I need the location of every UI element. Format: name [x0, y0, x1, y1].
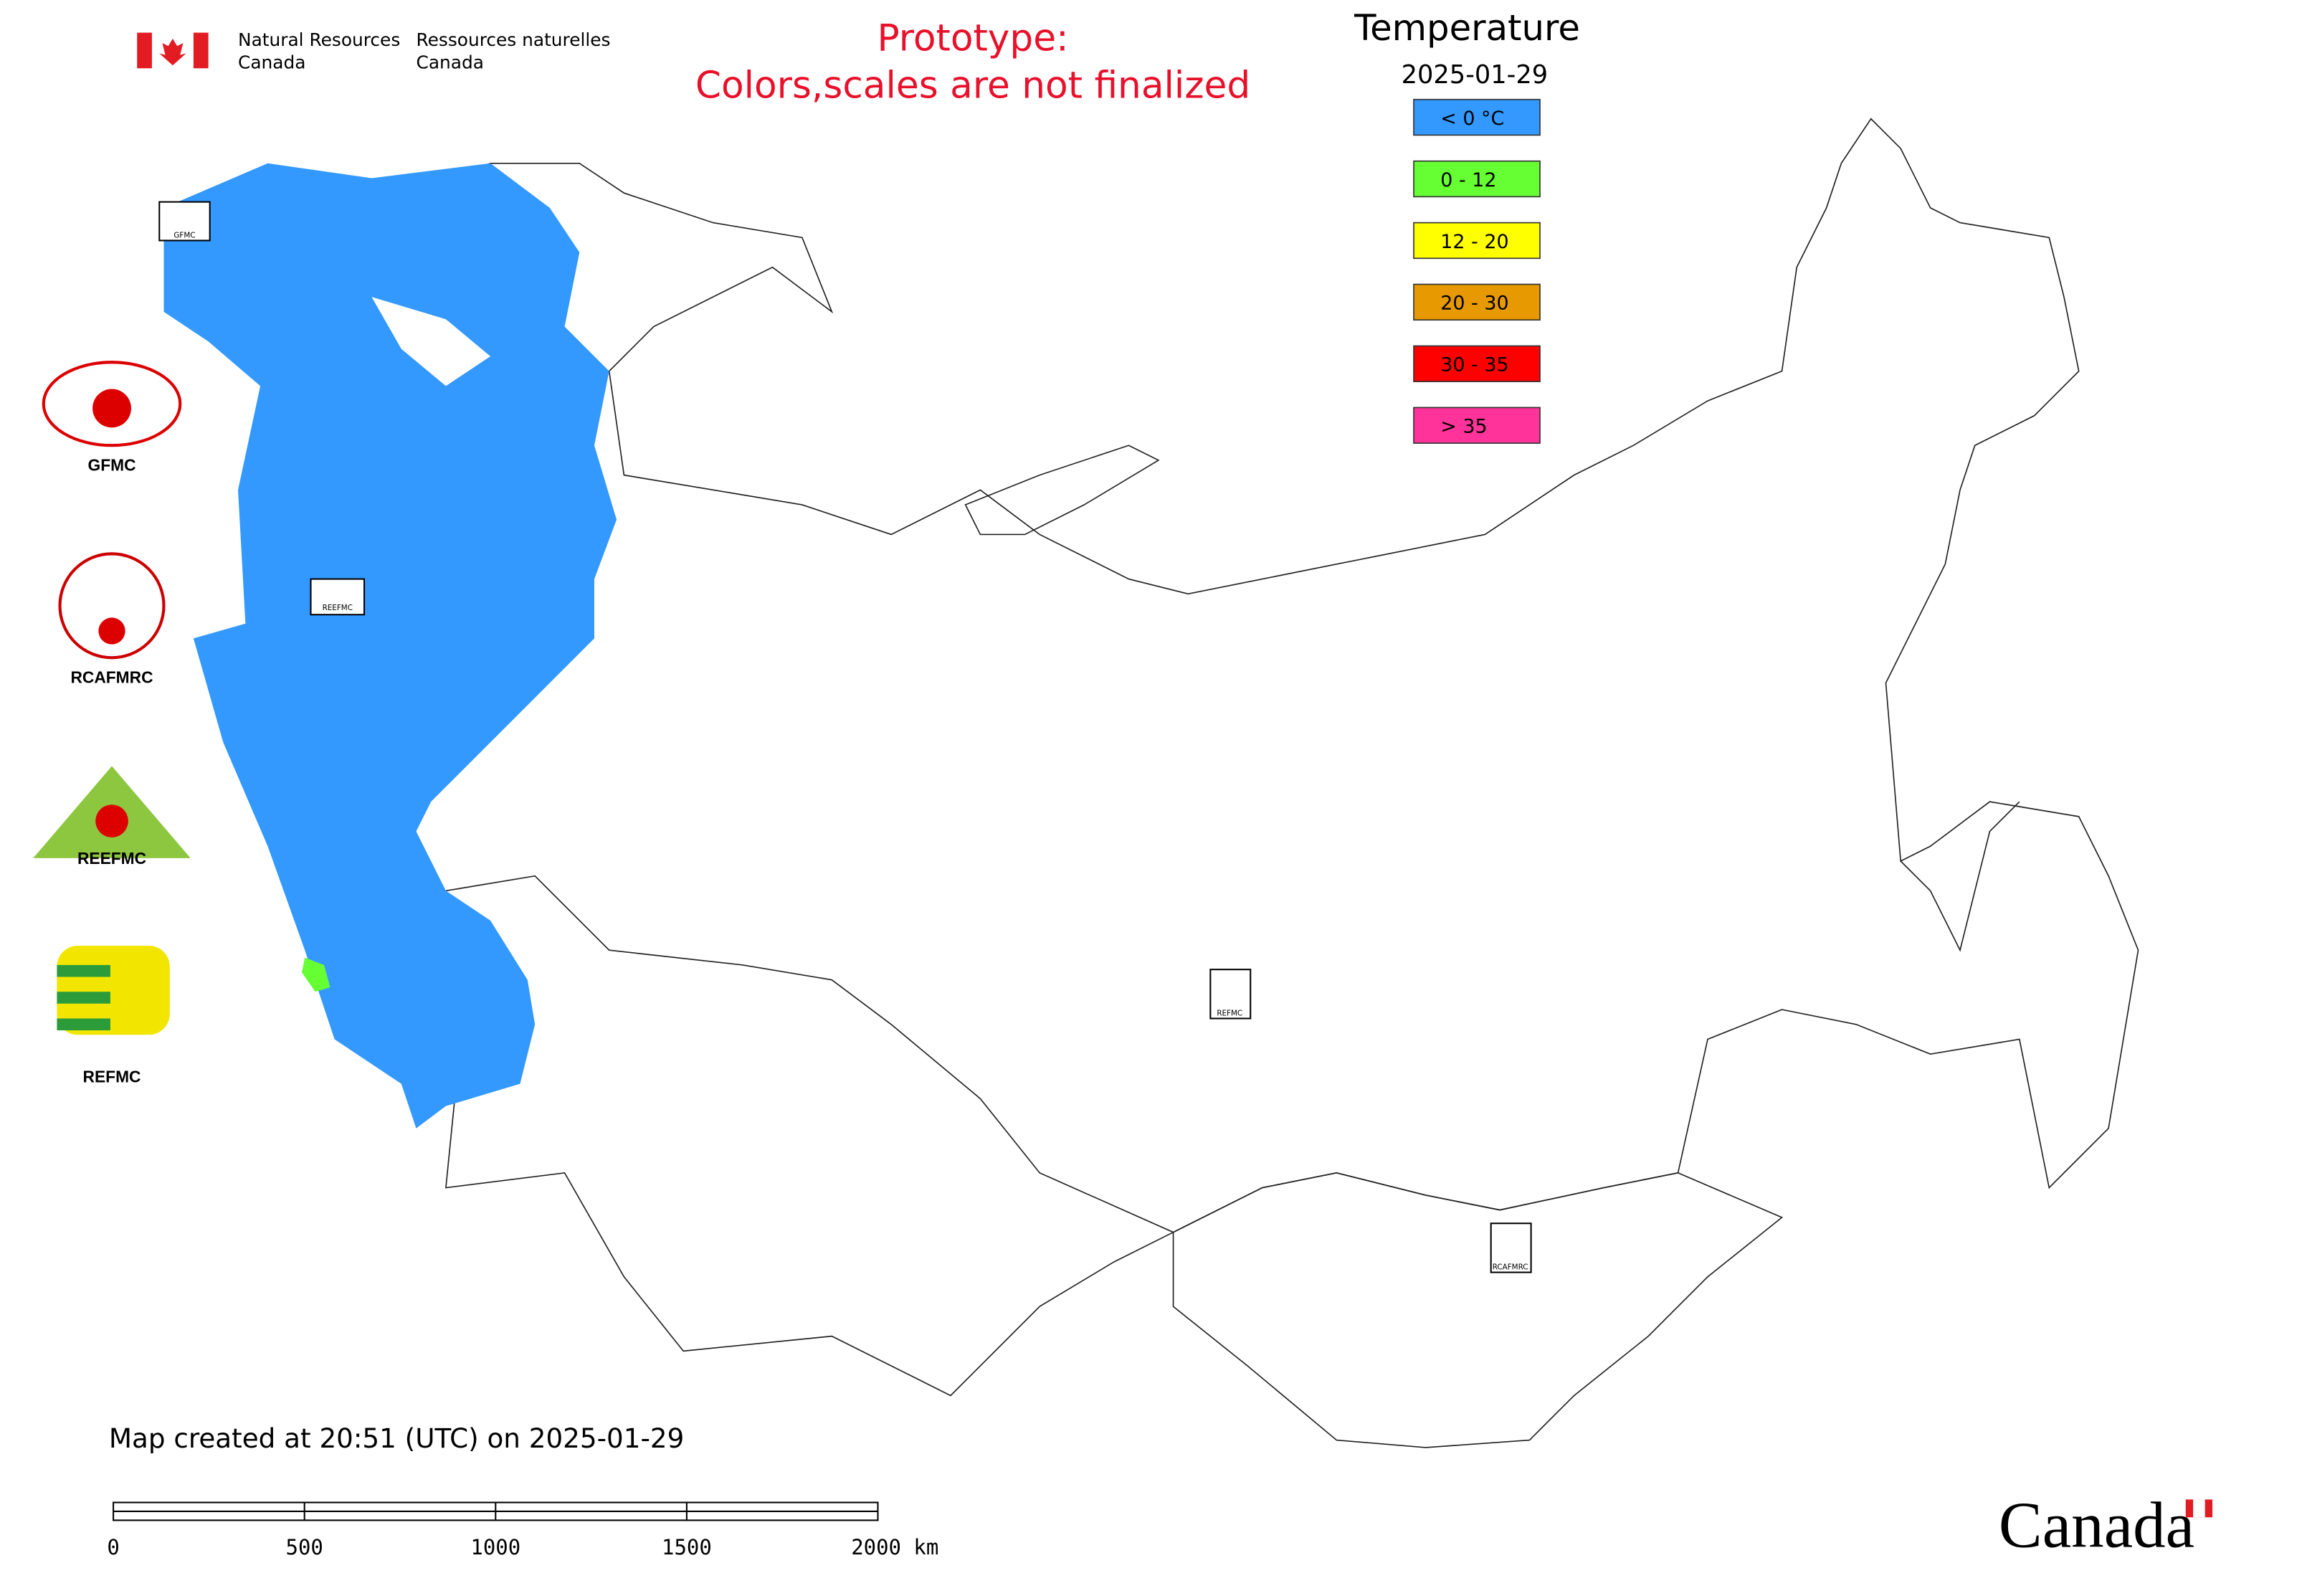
- temperature-area: [163, 163, 617, 1129]
- white-sea: [371, 297, 491, 386]
- logo-label: REFMC: [83, 1068, 141, 1086]
- logo-gfmc: [42, 361, 182, 447]
- flag-bar: [137, 32, 152, 69]
- agency-fr: Ressources naturelles: [417, 29, 611, 50]
- marker: [1209, 969, 1252, 1020]
- legend-label: 20 - 30: [1440, 293, 1508, 315]
- marker-label: REEFMC: [323, 604, 353, 612]
- legend-label: < 0 °C: [1440, 108, 1504, 130]
- legend: < 0 °C 0 - 12 12 - 20 20 - 30 30 - 35 > 35: [1413, 98, 1541, 444]
- marker-label: REFMC: [1217, 1009, 1242, 1017]
- logo-flame: [95, 804, 128, 837]
- marker-label: GFMC: [173, 231, 195, 239]
- flag-bar: [193, 32, 209, 69]
- legend-title: Temperature: [1354, 7, 1580, 49]
- legend-swatch: [1413, 160, 1541, 198]
- marker: [310, 578, 366, 616]
- side-logos: GFMC RCAFMRC REEFMC REFMC: [33, 361, 191, 1086]
- created-note: Map created at 20:51 (UTC) on 2025-01-29: [109, 1422, 684, 1454]
- wordmark-flag: [2193, 1499, 2205, 1518]
- maple-leaf: [159, 38, 186, 66]
- logo-stripe: [57, 964, 110, 977]
- notice: Colors,scales are not finalized: [695, 65, 1250, 108]
- scale-bar: 0 500 1000 1500 2000 km: [107, 1501, 938, 1559]
- logo-stripe: [57, 992, 110, 1004]
- novaya-zemlya: [964, 445, 1160, 536]
- legend-label: > 35: [1440, 416, 1487, 438]
- canada-wordmark: Canada: [1999, 1489, 2194, 1562]
- scale-label: 500: [286, 1535, 323, 1559]
- basemap: [444, 118, 2139, 1448]
- scale-label: 1000: [470, 1535, 520, 1559]
- legend-label: 0 - 12: [1440, 169, 1496, 191]
- legend-swatch: [1413, 345, 1541, 382]
- agency-en: Natural Resources: [238, 29, 400, 50]
- legend-swatch: [1413, 222, 1541, 260]
- logo-label: GFMC: [87, 455, 135, 474]
- notice: Prototype:: [877, 16, 1068, 60]
- marker: [1490, 1222, 1532, 1273]
- logo-stripe: [57, 1018, 110, 1031]
- scale-label: 1500: [662, 1535, 712, 1559]
- agency-en: Canada: [238, 52, 305, 72]
- marker-label: RCAFMRC: [1493, 1263, 1528, 1271]
- legend-label: 12 - 20: [1440, 231, 1508, 253]
- legend-label: 30 - 35: [1440, 354, 1508, 376]
- logo-rcafmrc: [58, 552, 166, 660]
- legend-swatch: [1413, 98, 1541, 136]
- logo-label: RCAFMRC: [70, 668, 153, 687]
- mongolia-outline: [1172, 1172, 1784, 1448]
- temperature-area-warm: [302, 957, 330, 992]
- legend-swatch: [1413, 283, 1541, 321]
- legend-date: 2025-01-29: [1402, 60, 1549, 90]
- logo-flame: [92, 389, 131, 428]
- logo-flame: [98, 617, 125, 645]
- russia-outline: [445, 118, 2139, 1233]
- legend-swatch: [1413, 407, 1541, 444]
- peninsula: [1900, 801, 2020, 952]
- scale-label: 0: [107, 1535, 119, 1559]
- marker: [158, 201, 211, 242]
- logo-label: REEFMC: [77, 849, 146, 868]
- scale-label: 2000 km: [851, 1535, 938, 1559]
- nrcan-signature: Natural Resources Canada Ressources natu…: [137, 29, 611, 72]
- kazakhstan-outline: [444, 890, 1174, 1397]
- map-markers: GFMC REEFMC REFMC RCAFMRC: [158, 201, 1532, 1273]
- agency-fr: Canada: [417, 52, 484, 72]
